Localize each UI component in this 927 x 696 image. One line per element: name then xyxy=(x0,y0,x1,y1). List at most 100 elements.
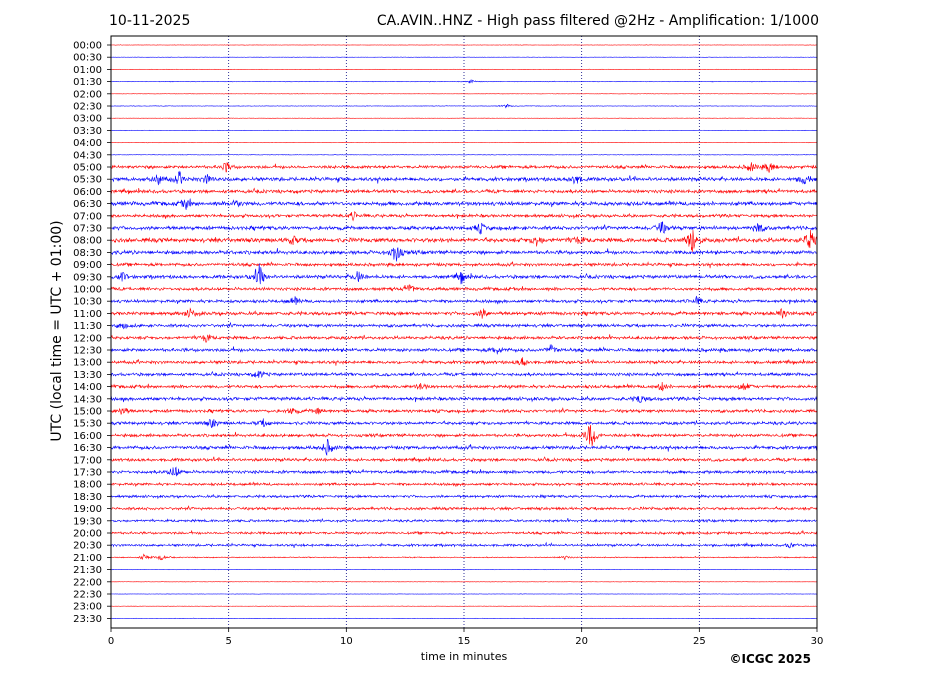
trace-1300 xyxy=(110,357,818,366)
y-tick-label-0930: 09:30 xyxy=(73,272,102,283)
vertical-grid xyxy=(228,36,700,628)
chart-title: CA.AVIN..HNZ - High pass filtered @2Hz -… xyxy=(377,13,819,29)
trace-0200 xyxy=(110,93,818,95)
trace-1600 xyxy=(110,424,818,447)
y-tick-label-0900: 09:00 xyxy=(73,260,102,271)
y-tick-label-0400: 04:00 xyxy=(73,138,102,149)
trace-0230 xyxy=(110,103,818,109)
y-tick-label-2200: 22:00 xyxy=(73,577,102,588)
y-tick-label-2000: 20:00 xyxy=(73,529,102,540)
trace-1030 xyxy=(110,295,818,305)
y-tick-label-0130: 01:30 xyxy=(73,77,102,88)
trace-1800 xyxy=(110,481,818,487)
trace-0300 xyxy=(110,117,818,119)
trace-0430 xyxy=(110,153,818,156)
trace-1930 xyxy=(110,517,818,524)
y-tick-label-1500: 15:00 xyxy=(73,407,102,418)
y-tick-label-0430: 04:30 xyxy=(73,150,102,161)
y-tick-label-1700: 17:00 xyxy=(73,455,102,466)
trace-0830 xyxy=(110,247,818,262)
trace-2200 xyxy=(110,581,818,583)
trace-0130 xyxy=(110,79,818,84)
trace-0930 xyxy=(110,263,818,285)
y-tick-label-1000: 10:00 xyxy=(73,285,102,296)
trace-1230 xyxy=(110,343,818,355)
y-tick-label-0300: 03:00 xyxy=(73,114,102,125)
y-tick-label-0800: 08:00 xyxy=(73,236,102,247)
y-tick-label-0830: 08:30 xyxy=(73,248,102,259)
trace-0800 xyxy=(110,229,818,252)
y-tick-label-0100: 01:00 xyxy=(73,65,102,76)
trace-0100 xyxy=(110,68,818,70)
trace-1900 xyxy=(110,505,818,512)
traces xyxy=(110,44,818,619)
y-tick-label-1230: 12:30 xyxy=(73,346,102,357)
y-tick-label-1530: 15:30 xyxy=(73,419,102,430)
y-tick-label-2130: 21:30 xyxy=(73,565,102,576)
trace-0630 xyxy=(110,198,818,210)
trace-2130 xyxy=(110,569,818,571)
trace-1000 xyxy=(110,284,818,292)
y-tick-label-1100: 11:00 xyxy=(73,309,102,320)
y-tick-label-1830: 18:30 xyxy=(73,492,102,503)
y-tick-label-1900: 19:00 xyxy=(73,504,102,515)
trace-1830 xyxy=(110,493,818,500)
y-tick-label-2330: 23:30 xyxy=(73,614,102,625)
x-tick-label-0: 0 xyxy=(108,636,114,647)
x-tick-label-10: 10 xyxy=(340,636,353,647)
trace-0330 xyxy=(110,129,818,132)
x-tick-label-25: 25 xyxy=(693,636,706,647)
y-tick-label-0500: 05:00 xyxy=(73,163,102,174)
y-tick-label-2300: 23:00 xyxy=(73,602,102,613)
y-tick-label-2100: 21:00 xyxy=(73,553,102,564)
trace-0000 xyxy=(110,44,818,46)
copyright-notice: ©ICGC 2025 xyxy=(729,652,811,666)
x-tick-label-30: 30 xyxy=(811,636,824,647)
trace-1500 xyxy=(110,407,818,415)
chart-date: 10-11-2025 xyxy=(109,13,190,29)
y-tick-label-0200: 02:00 xyxy=(73,89,102,100)
trace-0700 xyxy=(110,211,818,222)
x-tick-label-15: 15 xyxy=(458,636,471,647)
y-tick-label-0530: 05:30 xyxy=(73,175,102,186)
trace-1430 xyxy=(110,395,818,404)
y-tick-label-0700: 07:00 xyxy=(73,211,102,222)
trace-1130 xyxy=(110,321,818,330)
trace-1700 xyxy=(110,456,818,463)
y-tick-label-0000: 00:00 xyxy=(73,41,102,52)
y-tick-label-1400: 14:00 xyxy=(73,382,102,393)
y-tick-label-1200: 12:00 xyxy=(73,333,102,344)
trace-0500 xyxy=(110,162,818,173)
trace-2300 xyxy=(110,605,818,607)
y-tick-label-1730: 17:30 xyxy=(73,468,102,479)
trace-0730 xyxy=(110,221,818,235)
trace-1630 xyxy=(110,438,818,456)
trace-2030 xyxy=(110,541,818,549)
plot-frame xyxy=(110,35,818,629)
y-tick-label-1800: 18:00 xyxy=(73,480,102,491)
y-tick-label-0030: 00:30 xyxy=(73,53,102,64)
trace-1330 xyxy=(110,370,818,379)
trace-1200 xyxy=(110,334,818,343)
trace-2000 xyxy=(110,529,818,536)
y-tick-label-0230: 02:30 xyxy=(73,102,102,113)
trace-1730 xyxy=(110,466,818,477)
y-tick-label-1300: 13:00 xyxy=(73,358,102,369)
trace-0530 xyxy=(110,170,818,186)
trace-1530 xyxy=(110,418,818,429)
y-tick-label-0600: 06:00 xyxy=(73,187,102,198)
y-tick-label-1630: 16:30 xyxy=(73,443,102,454)
y-tick-label-1930: 19:30 xyxy=(73,516,102,527)
trace-1100 xyxy=(110,307,818,319)
y-tick-label-0630: 06:30 xyxy=(73,199,102,210)
trace-0900 xyxy=(110,261,818,269)
trace-0030 xyxy=(110,56,818,58)
y-tick-label-1130: 11:30 xyxy=(73,321,102,332)
x-axis-label: time in minutes xyxy=(421,650,508,663)
x-axis-ticks: 0 5 10 15 20 25 30 xyxy=(108,628,824,647)
y-tick-label-1330: 13:30 xyxy=(73,370,102,381)
x-tick-label-20: 20 xyxy=(575,636,588,647)
y-tick-label-2230: 22:30 xyxy=(73,590,102,601)
